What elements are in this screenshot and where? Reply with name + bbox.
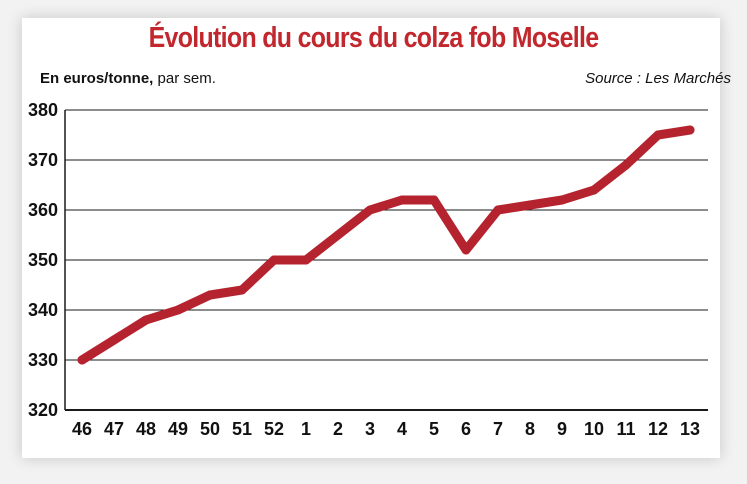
unit-label-rest: par sem. xyxy=(153,70,216,87)
y-tick-label: 330 xyxy=(28,350,58,370)
y-tick-label: 360 xyxy=(28,200,58,220)
y-tick-label: 380 xyxy=(28,100,58,120)
gridlines xyxy=(64,109,708,411)
x-tick-label: 48 xyxy=(136,419,156,439)
data-point xyxy=(493,205,503,215)
data-point xyxy=(653,130,663,140)
data-point xyxy=(589,185,599,195)
data-point xyxy=(173,305,183,315)
y-tick-label: 370 xyxy=(28,150,58,170)
x-tick-label: 7 xyxy=(493,419,503,439)
x-tick-label: 4 xyxy=(397,419,407,439)
x-tick-label: 50 xyxy=(200,419,220,439)
series-layer xyxy=(77,125,695,365)
x-tick-label: 46 xyxy=(72,419,92,439)
x-tick-label: 3 xyxy=(365,419,375,439)
unit-label: En euros/tonne, par sem. xyxy=(40,70,216,87)
data-point xyxy=(429,195,439,205)
x-tick-label: 8 xyxy=(525,419,535,439)
x-tick-label: 5 xyxy=(429,419,439,439)
y-tick-label: 340 xyxy=(28,300,58,320)
x-axis-ticks: 46 47 48 49 50 51 52 1 2 3 4 5 6 7 8 9 10 11 12 13 xyxy=(72,419,700,439)
data-point xyxy=(397,195,407,205)
data-point xyxy=(461,245,471,255)
x-tick-label: 49 xyxy=(168,419,188,439)
data-point xyxy=(557,195,567,205)
x-tick-label: 2 xyxy=(333,419,343,439)
data-point xyxy=(301,255,311,265)
y-tick-label: 320 xyxy=(28,400,58,420)
data-point xyxy=(109,335,119,345)
data-point xyxy=(685,125,695,135)
x-tick-label: 10 xyxy=(584,419,604,439)
x-tick-label: 6 xyxy=(461,419,471,439)
x-tick-label: 1 xyxy=(301,419,311,439)
data-point xyxy=(269,255,279,265)
x-tick-label: 9 xyxy=(557,419,567,439)
x-tick-label: 51 xyxy=(232,419,252,439)
chart-card xyxy=(22,18,720,458)
data-point xyxy=(205,290,215,300)
series-line xyxy=(77,125,695,365)
y-axis-ticks: 320 330 340 350 360 370 380 xyxy=(28,100,58,420)
unit-label-bold: En euros/tonne, xyxy=(40,70,154,87)
chart-title: Évolution du cours du colza fob Moselle xyxy=(148,22,600,54)
data-point xyxy=(237,285,247,295)
source-label: Source : Les Marchés xyxy=(585,70,731,87)
data-point xyxy=(365,205,375,215)
data-point xyxy=(141,315,151,325)
y-tick-label: 350 xyxy=(28,250,58,270)
data-point xyxy=(621,160,631,170)
x-tick-label: 13 xyxy=(680,419,700,439)
data-point xyxy=(525,200,535,210)
x-tick-label: 12 xyxy=(648,419,668,439)
x-tick-label: 11 xyxy=(616,419,635,439)
x-tick-label: 47 xyxy=(104,419,124,439)
data-point xyxy=(333,230,343,240)
data-point xyxy=(77,355,87,365)
x-tick-label: 52 xyxy=(264,419,284,439)
